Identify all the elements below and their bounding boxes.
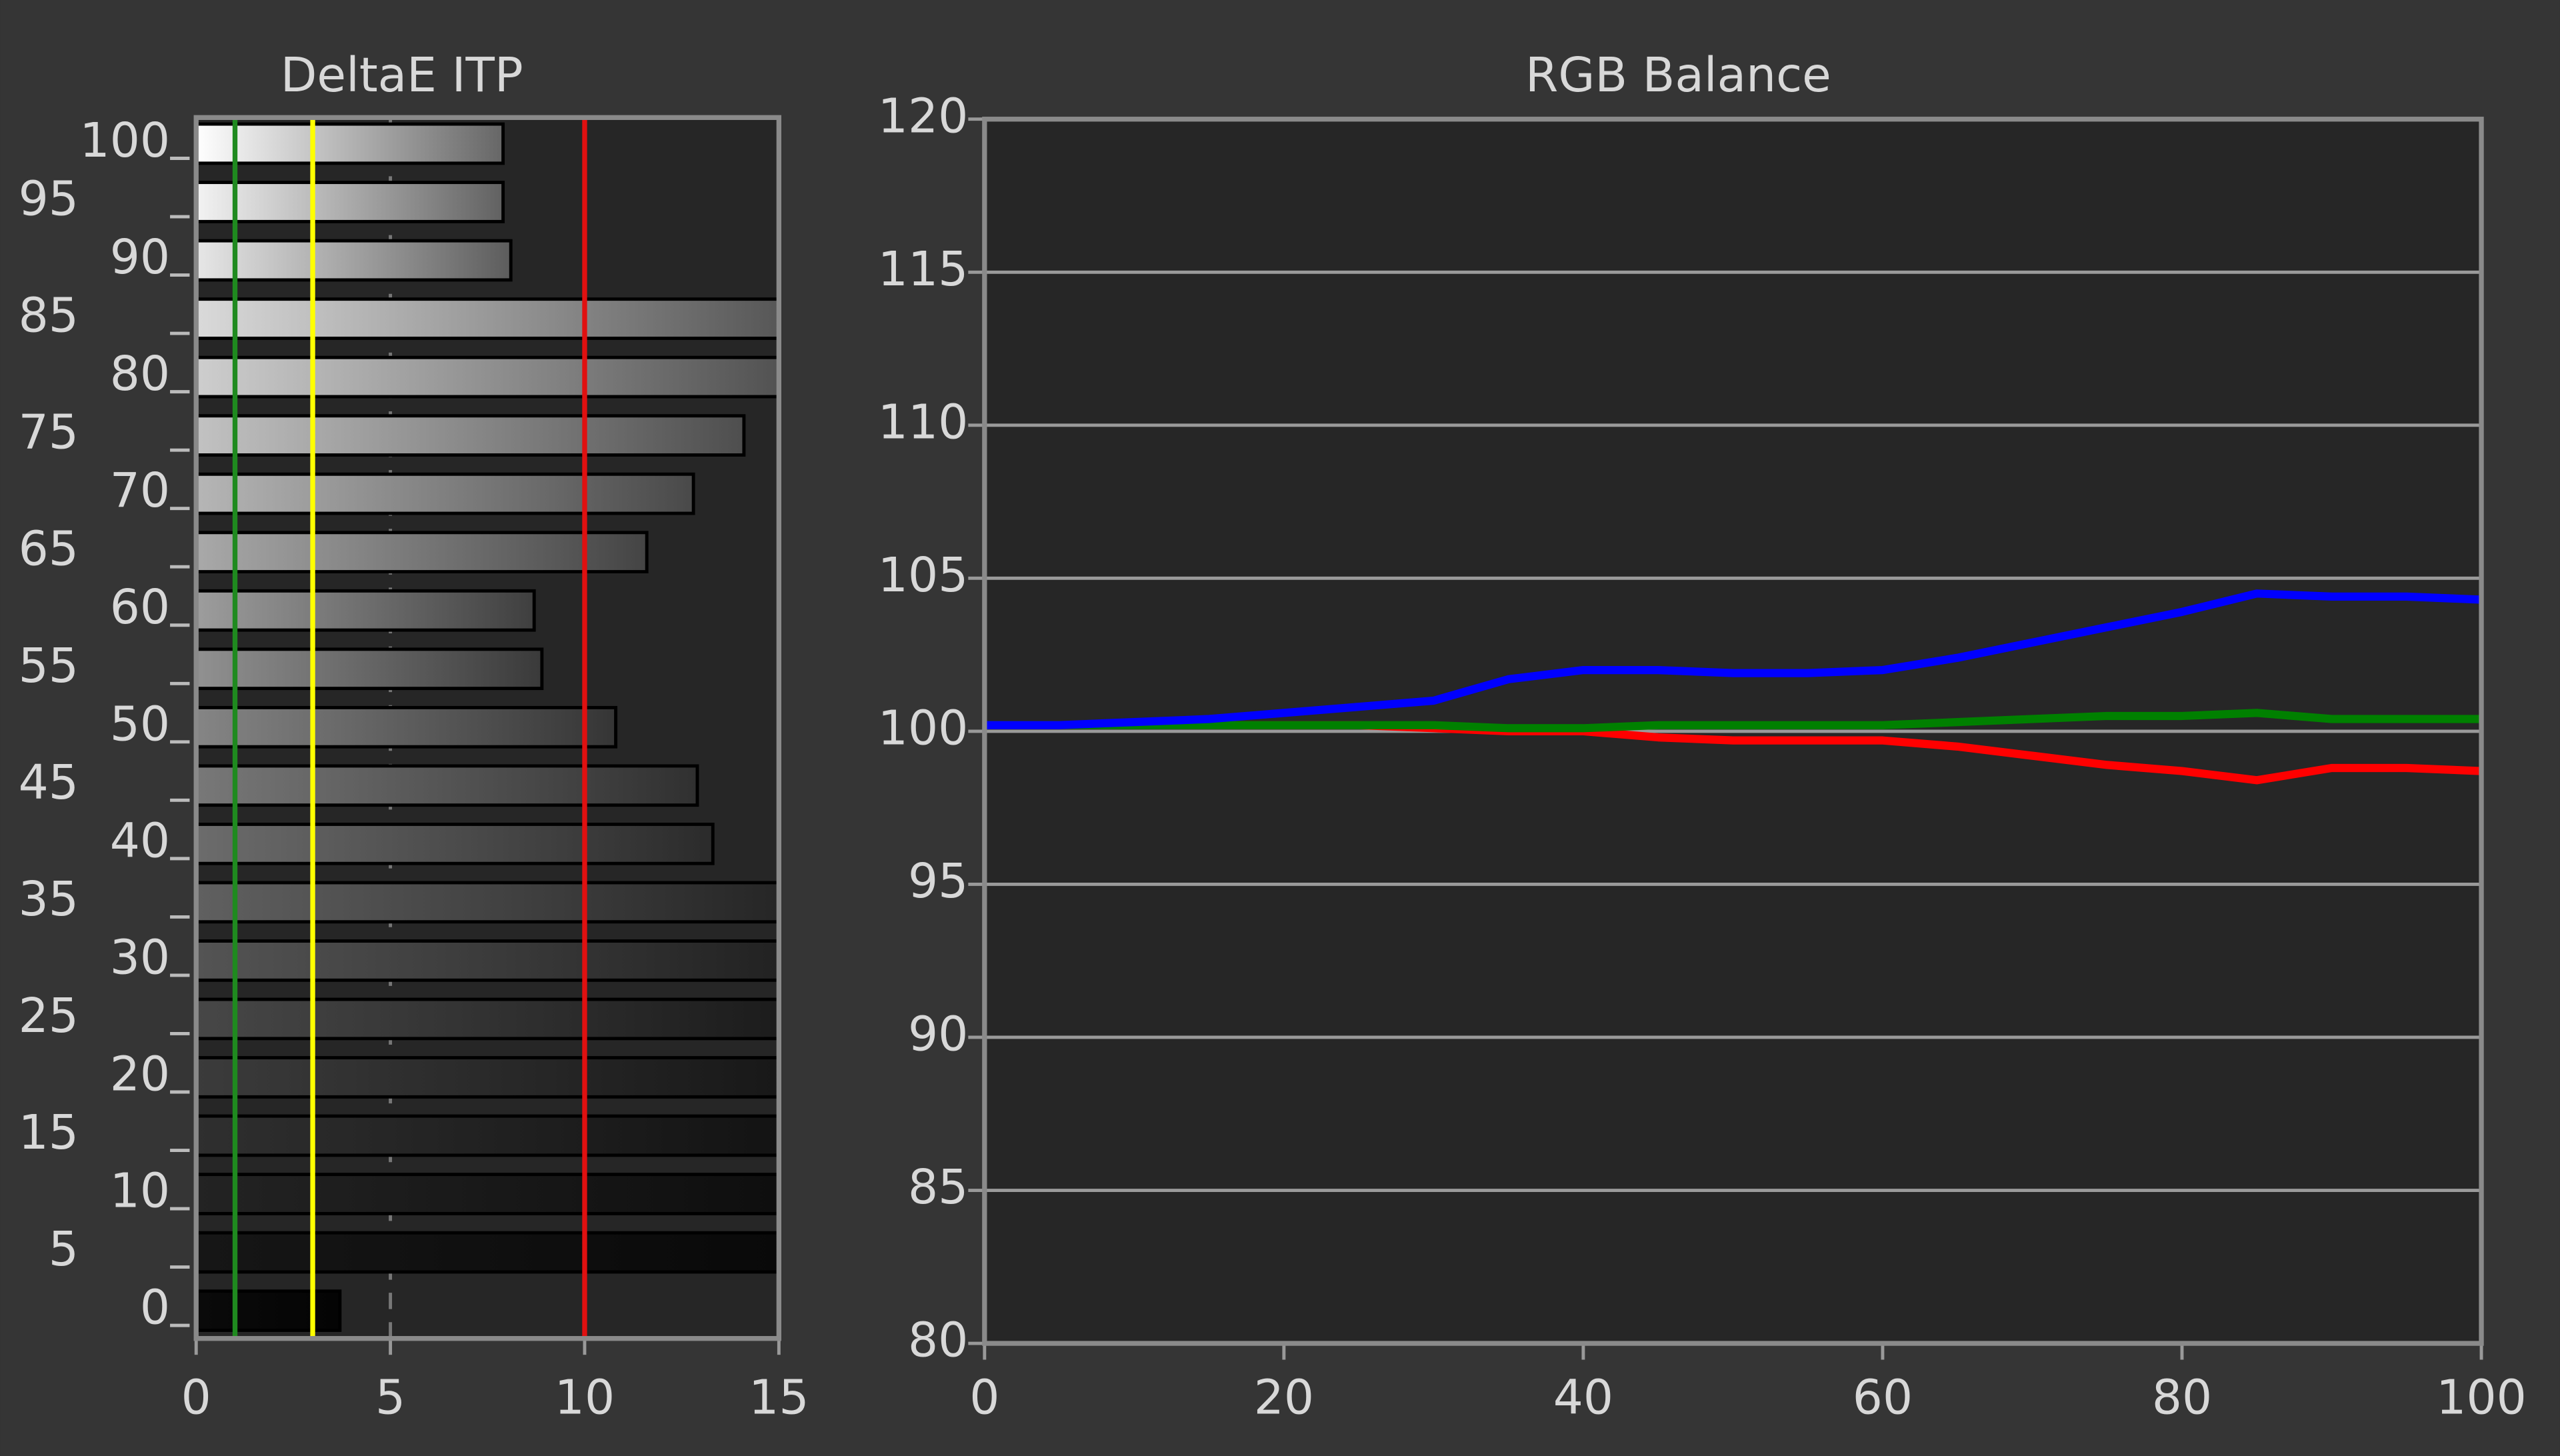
bar <box>194 1173 781 1215</box>
y-tick-label: 45 <box>19 755 79 810</box>
bar <box>194 589 536 632</box>
bar <box>194 997 781 1041</box>
bar <box>194 1056 781 1099</box>
x-tick-label: 60 <box>1853 1369 1913 1425</box>
bar <box>194 939 781 982</box>
y-tick-label: 120 <box>878 88 969 143</box>
y-tick-label: 110 <box>878 394 969 449</box>
y-tick-label: 95 <box>19 171 79 227</box>
y-tick-label: 0 <box>140 1280 170 1335</box>
bar <box>194 881 781 924</box>
bar <box>194 764 699 807</box>
x-tick-label: 15 <box>749 1369 809 1425</box>
y-tick-label: 95 <box>908 853 968 909</box>
y-tick-label: 100 <box>878 700 969 755</box>
bar <box>194 181 505 223</box>
x-tick-label: 40 <box>1553 1369 1613 1425</box>
y-tick-label: 10 <box>110 1163 170 1219</box>
bar <box>194 823 715 865</box>
y-tick-label: 80 <box>110 346 170 401</box>
y-tick-label: 90 <box>110 229 170 285</box>
y-tick-label: 60 <box>110 579 170 635</box>
plot-frame <box>193 115 782 1341</box>
y-tick-label: 105 <box>878 547 969 603</box>
x-tick-label: 100 <box>2436 1369 2527 1425</box>
x-tick-label: 10 <box>555 1369 615 1425</box>
y-tick-label: 80 <box>908 1313 968 1368</box>
y-tick-label: 50 <box>110 696 170 751</box>
x-tick-label: 0 <box>969 1369 999 1425</box>
plot-frame <box>982 117 2484 1346</box>
bar <box>194 414 746 457</box>
x-tick-label: 0 <box>181 1369 211 1425</box>
bar <box>194 705 618 749</box>
chart-title: RGB Balance <box>1525 47 1831 103</box>
y-tick-label: 115 <box>878 241 969 297</box>
x-tick-label: 20 <box>1254 1369 1314 1425</box>
bar <box>194 531 649 574</box>
y-tick-label: 30 <box>110 929 170 985</box>
bar <box>194 647 544 691</box>
bar <box>194 472 695 515</box>
bar <box>194 355 781 399</box>
y-tick-label: 100 <box>80 113 171 168</box>
y-tick-label: 55 <box>19 638 79 693</box>
y-tick-label: 40 <box>110 813 170 868</box>
x-tick-label: 80 <box>2152 1369 2212 1425</box>
y-tick-label: 5 <box>49 1221 79 1277</box>
series-line <box>984 589 2482 729</box>
y-tick-label: 90 <box>908 1007 968 1062</box>
y-tick-label: 20 <box>110 1046 170 1101</box>
y-tick-label: 65 <box>19 521 79 577</box>
y-tick-label: 25 <box>19 988 79 1043</box>
bar <box>194 1289 342 1332</box>
y-tick-label: 15 <box>19 1105 79 1160</box>
y-tick-label: 75 <box>19 405 79 460</box>
y-tick-label: 85 <box>908 1159 968 1215</box>
x-tick-label: 5 <box>375 1369 405 1425</box>
y-tick-label: 35 <box>19 871 79 927</box>
series-line <box>984 709 2482 733</box>
bar <box>194 1231 781 1274</box>
y-tick-label: 85 <box>19 288 79 343</box>
bar <box>194 239 513 282</box>
y-tick-label: 70 <box>110 463 170 518</box>
chart-title: DeltaE ITP <box>281 47 523 103</box>
bar <box>194 1114 781 1157</box>
bar <box>194 122 505 165</box>
bar <box>194 297 781 340</box>
